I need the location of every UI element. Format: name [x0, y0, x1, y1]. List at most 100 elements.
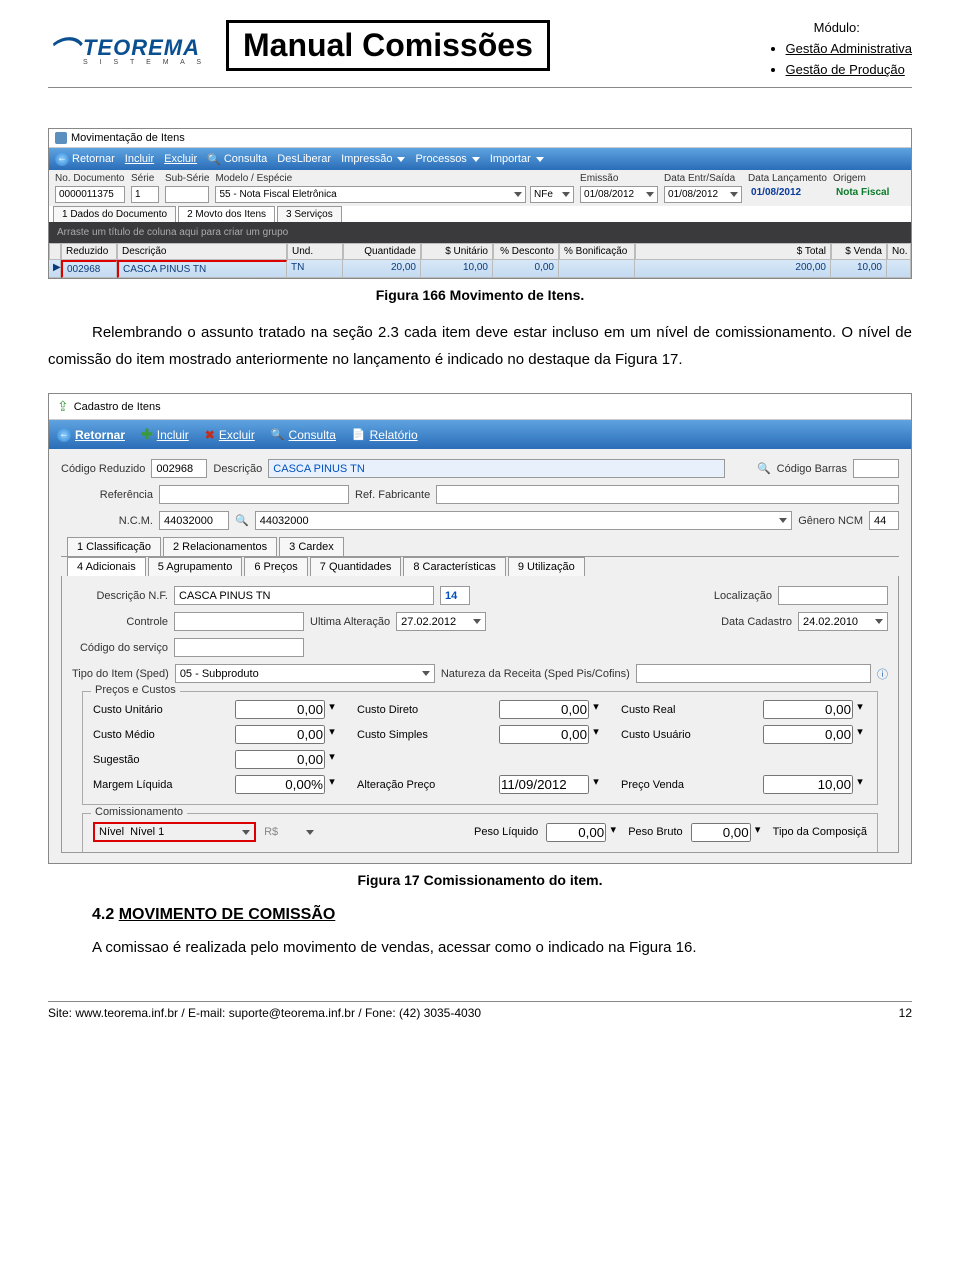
no-documento-input[interactable]	[55, 186, 125, 203]
chevron-down-icon[interactable]: ▾	[325, 700, 339, 719]
rs-select[interactable]: R$	[264, 826, 314, 838]
chevron-down-icon[interactable]: ▾	[853, 775, 867, 794]
margem-input[interactable]	[235, 775, 325, 794]
chevron-down-icon[interactable]: ▾	[589, 775, 603, 794]
custo-unitario-input[interactable]	[235, 700, 325, 719]
tab-dados[interactable]: 1 Dados do Documento	[53, 206, 176, 222]
controle-input[interactable]	[174, 612, 304, 631]
preco-venda-input[interactable]	[763, 775, 853, 794]
sugestao-input[interactable]	[235, 750, 325, 769]
excluir-button[interactable]: ✖Excluir	[205, 428, 255, 442]
descricao-input[interactable]	[268, 459, 725, 478]
data-es-input[interactable]: 01/08/2012	[664, 186, 742, 203]
excluir-button[interactable]: Excluir	[164, 153, 197, 165]
chevron-down-icon[interactable]: ▾	[589, 700, 603, 719]
label: Gênero NCM	[798, 515, 863, 527]
chevron-down-icon[interactable]: ▾	[751, 823, 765, 842]
ref-fabricante-input[interactable]	[436, 485, 899, 504]
tab-caracteristicas[interactable]: 8 Características	[403, 557, 506, 576]
processos-button[interactable]: Processos	[415, 153, 479, 165]
col-descricao[interactable]: Descrição	[117, 243, 287, 260]
custo-medio-input[interactable]	[235, 725, 325, 744]
chevron-down-icon[interactable]: ▾	[853, 725, 867, 744]
col-quantidade[interactable]: Quantidade	[343, 243, 421, 260]
col-total[interactable]: $ Total	[635, 243, 831, 260]
alteracao-preco-input[interactable]	[499, 775, 589, 794]
num14-input[interactable]	[440, 586, 470, 605]
tab-precos[interactable]: 6 Preços	[244, 557, 307, 576]
tab-movto[interactable]: 2 Movto dos Itens	[178, 206, 275, 222]
localizacao-input[interactable]	[778, 586, 888, 605]
incluir-button[interactable]: ✚Incluir	[141, 426, 189, 443]
tab-agrupamento[interactable]: 5 Agrupamento	[148, 557, 243, 576]
incluir-button[interactable]: Incluir	[125, 153, 154, 165]
col-unitario[interactable]: $ Unitário	[421, 243, 493, 260]
col-no[interactable]: No.	[887, 243, 911, 260]
lookup-icon[interactable]: 🔍	[757, 462, 771, 475]
chevron-down-icon[interactable]: ▾	[325, 725, 339, 744]
table-row[interactable]: ▶ 002968 CASCA PINUS TN TN 20,00 10,00 0…	[49, 260, 911, 278]
consulta-button[interactable]: 🔍Consulta	[207, 153, 267, 166]
peso-liquido-input[interactable]	[546, 823, 606, 842]
relatorio-button[interactable]: 📄Relatório	[352, 428, 418, 442]
custo-direto-input[interactable]	[499, 700, 589, 719]
codigo-servico-input[interactable]	[174, 638, 304, 657]
ncm-input[interactable]	[159, 511, 229, 530]
tab-cardex[interactable]: 3 Cardex	[279, 537, 344, 556]
desliberar-button[interactable]: DesLiberar	[277, 153, 331, 165]
custo-real-input[interactable]	[763, 700, 853, 719]
custo-usuario-input[interactable]	[763, 725, 853, 744]
body-paragraph: Relembrando o assunto tratado na seção 2…	[48, 319, 912, 373]
desc-nf-input[interactable]	[174, 586, 434, 605]
chevron-down-icon[interactable]: ▾	[325, 750, 339, 769]
ultima-alteracao-input[interactable]: 27.02.2012	[396, 612, 486, 631]
codigo-barras-input[interactable]	[853, 459, 899, 478]
tipo-item-select[interactable]: 05 - Subproduto	[175, 664, 435, 683]
label: Sugestão	[93, 754, 139, 766]
logo-mark-icon: ⌒	[48, 28, 77, 72]
ncm-select[interactable]: 44032000	[255, 511, 793, 530]
report-icon: 📄	[352, 428, 366, 441]
col-desconto[interactable]: % Desconto	[493, 243, 559, 260]
cell-unitario: 10,00	[421, 260, 493, 278]
col-venda[interactable]: $ Venda	[831, 243, 887, 260]
modelo-select[interactable]: 55 - Nota Fiscal Eletrônica	[215, 186, 526, 203]
nivel-select[interactable]: Nível 1	[130, 826, 250, 838]
chevron-down-icon[interactable]: ▾	[853, 700, 867, 719]
chevron-down-icon	[306, 830, 314, 835]
window-titlebar: ⇪ Cadastro de Itens	[49, 394, 911, 420]
tab-quantidades[interactable]: 7 Quantidades	[310, 557, 402, 576]
importar-button[interactable]: Importar	[490, 153, 544, 165]
retornar-button[interactable]: ←Retornar	[57, 428, 125, 442]
emissao-input[interactable]: 01/08/2012	[580, 186, 658, 203]
codigo-reduzido-input[interactable]	[151, 459, 207, 478]
label: Custo Real	[621, 704, 675, 716]
col-reduzido[interactable]: Reduzido	[61, 243, 117, 260]
chevron-down-icon[interactable]: ▾	[325, 775, 339, 794]
retornar-button[interactable]: ←Retornar	[55, 152, 115, 166]
genero-ncm-input[interactable]	[869, 511, 899, 530]
natureza-input[interactable]	[636, 664, 871, 683]
consulta-button[interactable]: 🔍Consulta	[271, 428, 336, 442]
tab-servicos[interactable]: 3 Serviços	[277, 206, 342, 222]
chevron-down-icon[interactable]: ▾	[589, 725, 603, 744]
tab-utilizacao[interactable]: 9 Utilização	[508, 557, 585, 576]
nfe-select[interactable]: NFe	[530, 186, 574, 203]
chevron-down-icon[interactable]: ▾	[606, 823, 620, 842]
peso-bruto-input[interactable]	[691, 823, 751, 842]
lookup-icon[interactable]: 🔍	[235, 514, 249, 527]
label: Referência	[61, 489, 153, 501]
referencia-input[interactable]	[159, 485, 349, 504]
serie-input[interactable]	[131, 186, 159, 203]
custo-simples-input[interactable]	[499, 725, 589, 744]
tab-adicionais[interactable]: 4 Adicionais	[67, 557, 146, 576]
tab-relacionamentos[interactable]: 2 Relacionamentos	[163, 537, 277, 556]
info-icon[interactable]: ⓘ	[877, 666, 888, 682]
col-bonificacao[interactable]: % Bonificação	[559, 243, 635, 260]
chevron-down-icon	[646, 192, 654, 197]
subserie-input[interactable]	[165, 186, 209, 203]
data-cadastro-input[interactable]: 24.02.2010	[798, 612, 888, 631]
col-und[interactable]: Und.	[287, 243, 343, 260]
tab-classificacao[interactable]: 1 Classificação	[67, 537, 161, 556]
impressao-button[interactable]: Impressão	[341, 153, 405, 165]
